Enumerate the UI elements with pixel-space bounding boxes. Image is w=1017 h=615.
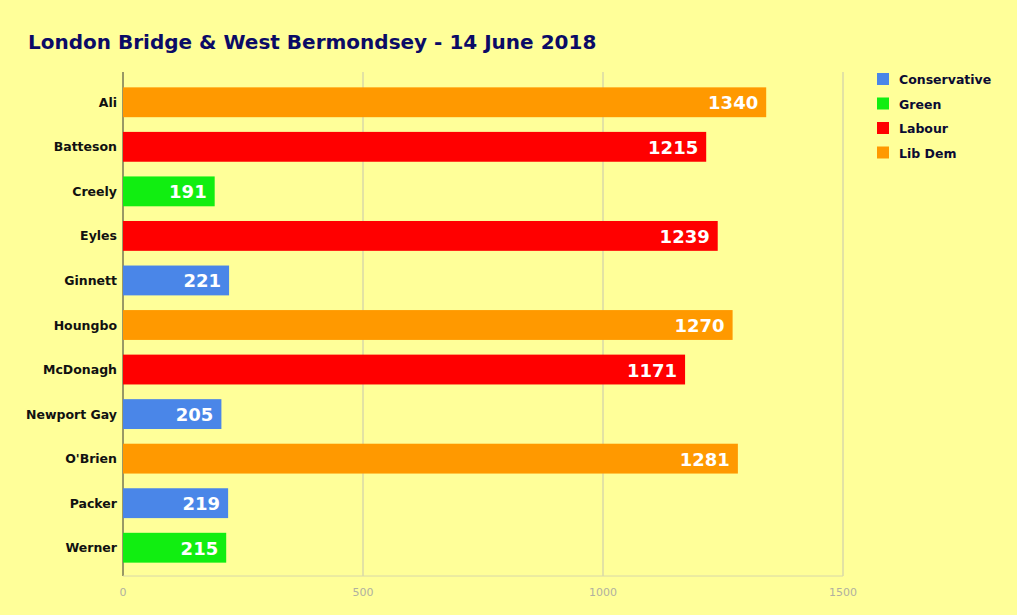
data-label: 215 bbox=[181, 538, 219, 559]
category-label: McDonagh bbox=[43, 362, 117, 377]
legend-label: Lib Dem bbox=[899, 146, 956, 161]
data-label: 1270 bbox=[674, 315, 724, 336]
data-label: 205 bbox=[176, 404, 214, 425]
bar bbox=[123, 444, 738, 474]
title: London Bridge & West Bermondsey - 14 Jun… bbox=[28, 30, 596, 54]
bar bbox=[123, 87, 766, 117]
category-label: Houngbo bbox=[54, 318, 118, 333]
category-label: Ginnett bbox=[64, 273, 117, 288]
bar bbox=[123, 355, 685, 385]
legend-swatch bbox=[877, 122, 889, 134]
chart: London Bridge & West Bermondsey - 14 Jun… bbox=[0, 0, 1017, 615]
bar bbox=[123, 399, 221, 429]
bar bbox=[123, 176, 215, 206]
legend-label: Conservative bbox=[899, 72, 991, 87]
axis-line bbox=[123, 576, 843, 577]
legend-swatch bbox=[877, 98, 889, 110]
category-label: Batteson bbox=[54, 139, 117, 154]
bar bbox=[123, 533, 226, 563]
data-label: 221 bbox=[184, 270, 222, 291]
data-label: 1215 bbox=[648, 137, 698, 158]
category-label: Newport Gay bbox=[26, 407, 117, 422]
data-label: 219 bbox=[183, 493, 221, 514]
tick-label: 500 bbox=[353, 586, 374, 599]
grid-line bbox=[842, 72, 844, 576]
category-label: O'Brien bbox=[65, 451, 117, 466]
tick-label: 0 bbox=[120, 586, 127, 599]
data-label: 1171 bbox=[627, 360, 677, 381]
bars bbox=[123, 87, 766, 562]
data-labels: 221 205 219 191 215 1215 1239 1171 1340 1270 1281 bbox=[169, 92, 758, 558]
legend-label: Labour bbox=[899, 121, 949, 136]
category-label: Ali bbox=[99, 95, 117, 110]
data-label: 1340 bbox=[708, 92, 758, 113]
legend-swatch bbox=[877, 73, 889, 85]
bar bbox=[123, 221, 718, 251]
data-label: 1281 bbox=[680, 449, 730, 470]
tick-label: 1000 bbox=[589, 586, 617, 599]
category-label: Packer bbox=[70, 496, 118, 511]
category-label: Eyles bbox=[80, 228, 117, 243]
category-label: Creely bbox=[72, 184, 117, 199]
legend-swatch bbox=[877, 147, 889, 159]
legend-label: Green bbox=[899, 97, 941, 112]
bar bbox=[123, 488, 228, 518]
tick-label: 1500 bbox=[829, 586, 857, 599]
bar bbox=[123, 310, 733, 340]
bar bbox=[123, 266, 229, 296]
bar bbox=[123, 132, 706, 162]
category-label: Werner bbox=[65, 540, 117, 555]
background bbox=[0, 0, 1017, 615]
data-label: 1239 bbox=[660, 226, 710, 247]
data-label: 191 bbox=[169, 181, 207, 202]
